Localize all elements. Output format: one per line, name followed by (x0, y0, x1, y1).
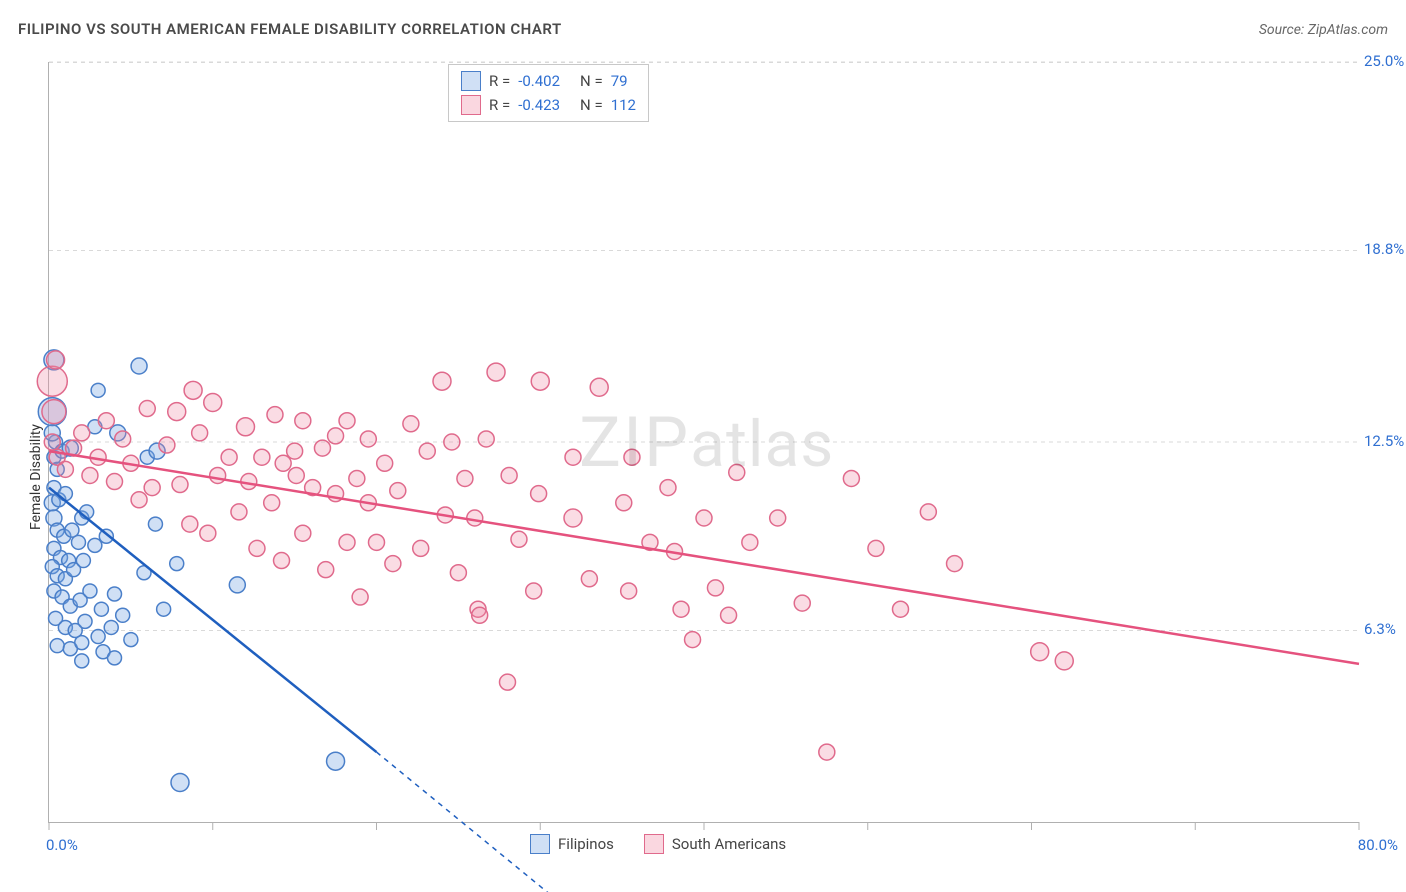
x-axis-max-label: 80.0% (1358, 836, 1398, 854)
legend-item: South Americans (644, 834, 786, 854)
x-axis-min-label: 0.0% (46, 836, 78, 854)
y-tick-label: 6.3% (1364, 620, 1396, 638)
legend-row: R = -0.402N = 79 (461, 69, 636, 93)
y-tick-label: 18.8% (1364, 240, 1404, 258)
legend-row: R = -0.423N = 112 (461, 93, 636, 117)
watermark: ZIPatlas (579, 402, 834, 484)
legend-item: Filipinos (530, 834, 614, 854)
series-legend: Filipinos South Americans (530, 834, 786, 854)
y-tick-label: 25.0% (1364, 52, 1404, 70)
scatter-plot: ZIPatlas (48, 62, 1359, 823)
correlation-legend: R = -0.402N = 79R = -0.423N = 112 (448, 64, 649, 122)
y-tick-label: 12.5% (1364, 432, 1404, 450)
source-label: Source: ZipAtlas.com (1259, 22, 1388, 38)
y-axis-label: Female Disability (28, 424, 44, 530)
chart-title: FILIPINO VS SOUTH AMERICAN FEMALE DISABI… (18, 20, 562, 38)
